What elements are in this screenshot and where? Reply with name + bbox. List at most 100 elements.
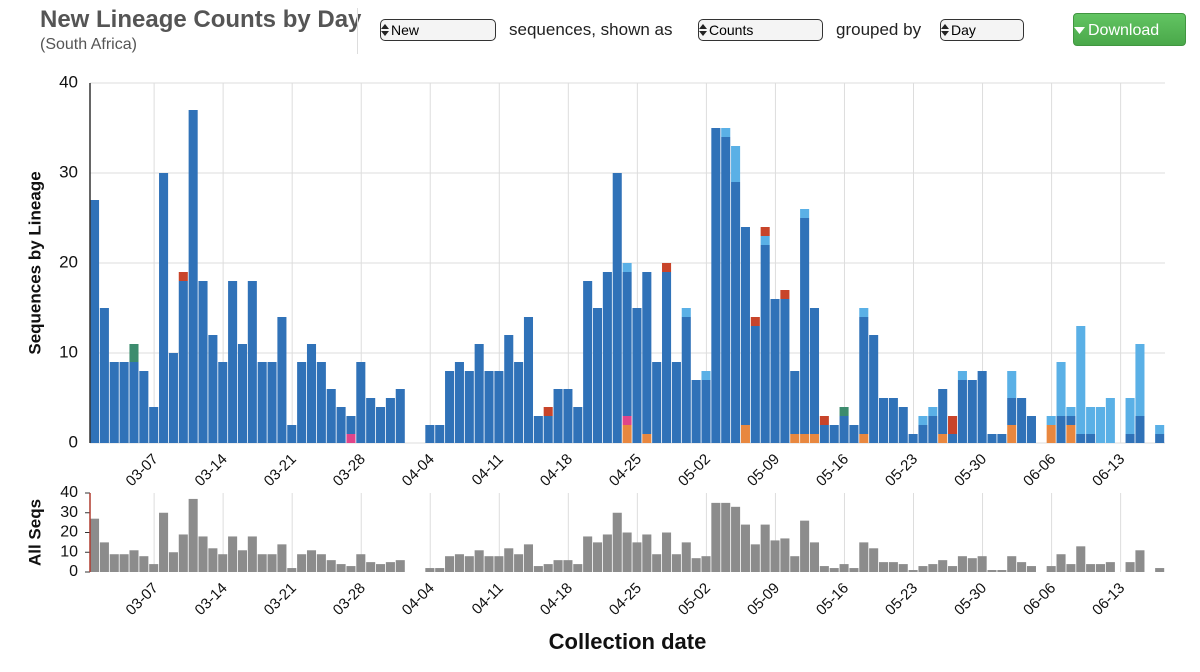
bar-segment bbox=[967, 380, 977, 443]
bar-segment bbox=[731, 146, 741, 182]
bar-segment bbox=[1007, 398, 1017, 425]
bar-segment bbox=[188, 110, 198, 443]
bar-segment bbox=[878, 398, 889, 443]
bar bbox=[563, 560, 573, 572]
separator bbox=[357, 8, 358, 54]
bar-segment bbox=[740, 425, 750, 443]
bar bbox=[957, 556, 967, 572]
download-button[interactable]: Download bbox=[1073, 13, 1186, 46]
bar bbox=[760, 524, 770, 572]
y-tick-label: 0 bbox=[69, 563, 78, 580]
bar bbox=[218, 554, 228, 572]
bar-segment bbox=[139, 371, 149, 443]
bar bbox=[1017, 562, 1027, 572]
bar-segment bbox=[1155, 434, 1165, 443]
bar bbox=[770, 540, 780, 572]
bar bbox=[898, 564, 908, 572]
bar-segment bbox=[908, 434, 918, 443]
bar bbox=[612, 512, 622, 572]
mode-select[interactable]: Counts bbox=[698, 19, 823, 41]
bar-segment bbox=[1076, 326, 1086, 434]
y-tick-label: 10 bbox=[60, 543, 78, 560]
bar-segment bbox=[435, 425, 445, 443]
select-arrows bbox=[381, 24, 389, 36]
bar-segment bbox=[957, 380, 967, 443]
bar bbox=[178, 534, 188, 572]
bar-segment bbox=[159, 173, 169, 443]
bar-segment bbox=[760, 236, 770, 245]
bar-segment bbox=[543, 416, 553, 443]
x-tick-label: 04-11 bbox=[469, 580, 507, 618]
bar-segment bbox=[395, 389, 405, 443]
bar bbox=[780, 538, 790, 572]
button-label: Download bbox=[1088, 22, 1160, 39]
bar-segment bbox=[760, 227, 770, 236]
bar-segment bbox=[612, 173, 622, 443]
bar bbox=[1135, 550, 1145, 572]
bar-segment bbox=[938, 434, 948, 443]
bar-segment bbox=[622, 263, 632, 272]
bar bbox=[1046, 566, 1056, 572]
bar bbox=[306, 550, 317, 572]
bar-segment bbox=[750, 326, 760, 443]
bar bbox=[800, 520, 810, 572]
bar-segment bbox=[800, 434, 810, 443]
bar-segment bbox=[622, 416, 632, 425]
bar-segment bbox=[297, 362, 307, 443]
bar bbox=[287, 568, 297, 572]
x-tick-label: 04-04 bbox=[399, 580, 438, 619]
bar-segment bbox=[494, 371, 504, 443]
bar-segment bbox=[809, 434, 820, 443]
bar bbox=[859, 542, 869, 572]
bar-segment bbox=[928, 416, 938, 443]
bar-segment bbox=[790, 371, 800, 434]
bar-segment bbox=[809, 308, 820, 434]
bar-segment bbox=[1076, 434, 1086, 443]
bar bbox=[395, 560, 405, 572]
bar-segment bbox=[938, 389, 948, 434]
bar bbox=[366, 562, 376, 572]
bar bbox=[168, 552, 178, 572]
bar-segment bbox=[888, 398, 898, 443]
bar-segment bbox=[306, 344, 317, 443]
y-tick-label: 30 bbox=[59, 162, 78, 181]
bar bbox=[642, 534, 652, 572]
bar-segment bbox=[346, 434, 356, 443]
x-tick-label: 03-21 bbox=[261, 451, 300, 490]
bar bbox=[849, 568, 859, 572]
caret bbox=[1074, 27, 1085, 34]
bar bbox=[908, 570, 918, 572]
bar-segment bbox=[977, 371, 987, 443]
bar-segment bbox=[839, 407, 849, 416]
bar-segment bbox=[316, 362, 326, 443]
bar-segment bbox=[780, 299, 790, 443]
bar bbox=[948, 566, 958, 572]
group-select[interactable]: Day bbox=[940, 19, 1024, 41]
bar bbox=[918, 566, 928, 572]
bar bbox=[691, 558, 701, 572]
bar-segment bbox=[1056, 362, 1066, 416]
bar bbox=[425, 568, 435, 572]
bar bbox=[790, 556, 800, 572]
bar-segment bbox=[218, 362, 228, 443]
x-tick-label: 05-30 bbox=[951, 580, 990, 619]
bar-segment bbox=[790, 434, 800, 443]
bar bbox=[316, 554, 326, 572]
bar-segment bbox=[129, 344, 139, 362]
y-tick-label: 30 bbox=[60, 504, 78, 521]
x-tick-label: 04-18 bbox=[537, 580, 576, 619]
bar-segment bbox=[99, 308, 109, 443]
bar-segment bbox=[474, 344, 484, 443]
bar bbox=[662, 532, 672, 572]
bar-segment bbox=[90, 200, 100, 443]
x-tick-label: 05-23 bbox=[882, 580, 921, 619]
bar-segment bbox=[287, 425, 297, 443]
select-arrows bbox=[699, 24, 707, 36]
bar bbox=[938, 560, 948, 572]
lineage-select[interactable]: New bbox=[380, 19, 496, 41]
page-title: New Lineage Counts by Day bbox=[40, 6, 362, 33]
bar bbox=[228, 536, 238, 572]
bar-segment bbox=[1125, 398, 1135, 434]
bar-segment bbox=[454, 362, 464, 443]
bar bbox=[1086, 564, 1096, 572]
